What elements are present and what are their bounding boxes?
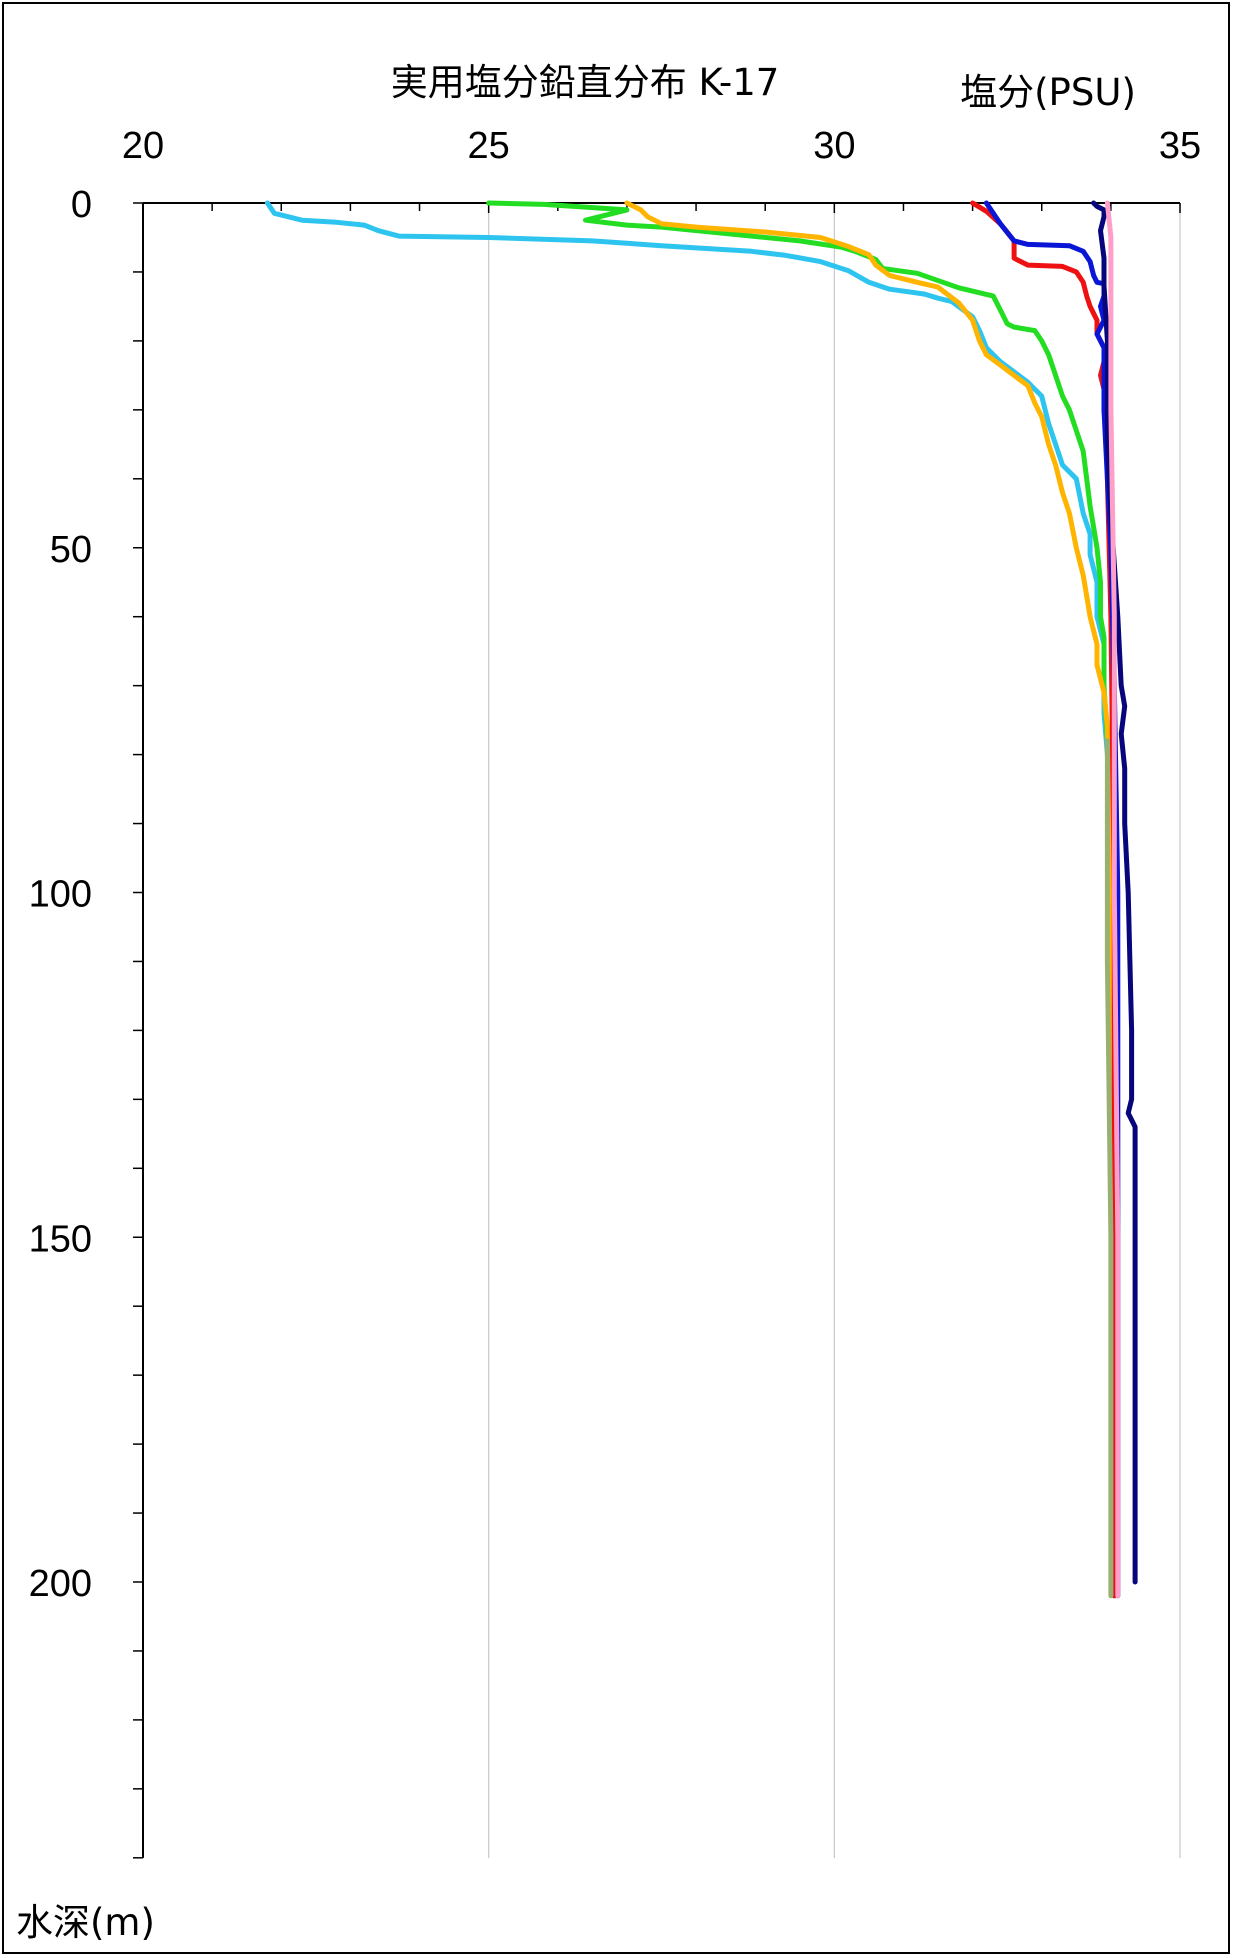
y-tick-label-150: 150 [29,1218,92,1260]
series-line-1 [264,200,1117,1599]
gridlines [488,203,1181,1858]
series-line-5 [983,200,1121,1599]
y-tick-label-200: 200 [29,1563,92,1605]
tick-labels: 20 25 30 35 0 50 100 150 200 [29,125,1202,1605]
x-tick-label-30: 30 [813,125,855,167]
y-tick-label-100: 100 [29,874,92,916]
series-line-3 [624,200,1117,1599]
series-line-8 [1104,738,1114,1599]
x-axis-label: 塩分(PSU) [960,71,1136,114]
y-axis-label: 水深(m) [16,1901,155,1944]
x-tick-label-35: 35 [1159,125,1201,167]
series-line-6 [1091,200,1138,1585]
y-tick-label-50: 50 [50,529,92,571]
y-tick-label-0: 0 [71,184,92,226]
x-tick-label-25: 25 [468,125,510,167]
series-line-2 [486,200,1117,1599]
chart-title: 実用塩分鉛直分布 K-17 [391,61,780,104]
axes [133,202,1181,1859]
x-tick-label-20: 20 [122,125,164,167]
data-series [264,200,1138,1599]
series-line-7 [1104,200,1121,1599]
